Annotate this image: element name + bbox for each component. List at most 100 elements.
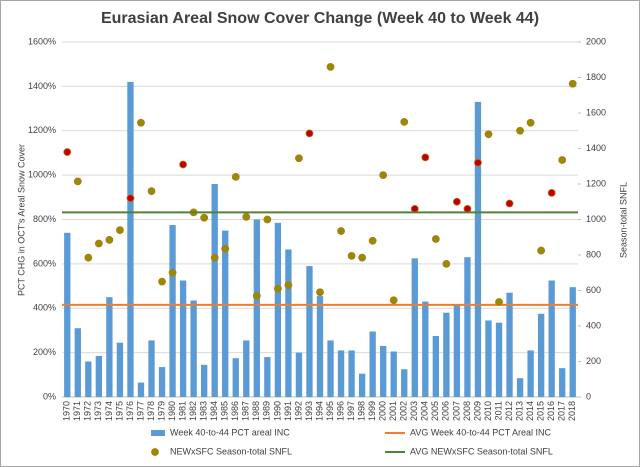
x-tick-label: 2008 <box>462 401 472 421</box>
point <box>126 194 135 203</box>
x-tick-label: 1996 <box>335 401 345 421</box>
y-tick-label: 1400% <box>28 81 56 91</box>
point <box>316 288 324 297</box>
point <box>221 244 230 253</box>
x-tick-label: 1974 <box>104 401 114 421</box>
x-tick-label: 2001 <box>388 401 398 421</box>
bar <box>243 340 250 397</box>
point <box>179 160 188 169</box>
bar <box>432 335 439 397</box>
bar <box>264 357 271 397</box>
point <box>526 118 535 127</box>
y-tick-label: 600% <box>33 258 56 268</box>
point <box>410 204 419 213</box>
x-tick-label: 1985 <box>220 401 230 421</box>
x-tick-label: 1995 <box>325 401 335 421</box>
bar <box>64 232 71 397</box>
point <box>400 117 409 126</box>
bar <box>516 378 524 397</box>
x-tick-label: 2018 <box>567 401 577 421</box>
x-tick-label: 1981 <box>177 401 187 421</box>
point <box>379 171 388 180</box>
x-tick-label: 1993 <box>304 401 314 421</box>
bar <box>95 355 103 397</box>
bar <box>443 312 450 397</box>
y2-axis-label: Season-total SNFL <box>618 182 628 258</box>
legend-label: Week 40-to-44 PCT areal INC <box>170 427 290 437</box>
x-tick-label: 2006 <box>441 401 451 421</box>
x-tick-label: 1987 <box>241 401 251 421</box>
bar <box>232 358 239 397</box>
bar <box>559 368 566 397</box>
x-tick-label: 2007 <box>451 401 461 421</box>
point <box>431 235 440 243</box>
x-tick-label: 1973 <box>93 401 103 421</box>
point <box>73 177 82 186</box>
bar <box>179 280 187 397</box>
bar <box>127 81 134 397</box>
bar <box>390 351 397 397</box>
bar <box>253 219 260 397</box>
bar <box>137 382 145 397</box>
x-tick-label: 1992 <box>293 401 303 421</box>
x-tick-label: 2016 <box>546 401 556 421</box>
legend-label: AVG Week 40-to-44 PCT Areal INC <box>410 427 552 437</box>
point <box>547 188 556 197</box>
bar <box>569 287 576 397</box>
x-tick-label: 1982 <box>188 401 198 421</box>
point <box>537 246 546 255</box>
point <box>273 284 282 293</box>
x-tick-label: 2010 <box>483 401 493 421</box>
bar <box>285 249 292 397</box>
y-tick-label: 1000% <box>28 170 56 180</box>
x-tick-label: 1978 <box>146 401 156 421</box>
point <box>358 253 367 262</box>
bar <box>106 297 113 397</box>
legend-swatch <box>151 430 165 436</box>
bar <box>411 258 418 397</box>
x-tick-label: 1980 <box>167 401 177 421</box>
point <box>210 253 219 262</box>
point <box>168 268 177 277</box>
x-tick-label: 1971 <box>72 401 82 421</box>
x-tick-label: 2005 <box>430 401 440 421</box>
bar <box>316 296 324 397</box>
point <box>158 277 166 286</box>
bar <box>527 350 534 397</box>
point <box>147 187 156 196</box>
bar <box>485 320 492 397</box>
y2-tick-label: 2000 <box>586 36 606 46</box>
bar <box>211 184 218 397</box>
y2-tick-label: 1000 <box>586 214 606 224</box>
point <box>326 62 335 71</box>
point <box>337 227 345 235</box>
bar <box>495 322 503 397</box>
x-tick-label: 2014 <box>525 401 535 421</box>
x-tick-label: 1972 <box>83 401 93 421</box>
point <box>116 226 124 235</box>
x-tick-label: 2002 <box>399 401 409 421</box>
bar <box>74 328 81 397</box>
y2-tick-label: 1600 <box>586 107 606 117</box>
point <box>421 153 430 162</box>
bar <box>358 373 366 397</box>
bar <box>464 257 471 397</box>
legend-swatch <box>151 448 159 456</box>
point <box>252 291 261 300</box>
x-tick-label: 1983 <box>199 401 209 421</box>
point <box>105 236 114 244</box>
x-tick-label: 2004 <box>420 401 430 421</box>
x-tick-label: 1970 <box>62 401 72 421</box>
bar <box>369 331 376 397</box>
y-tick-label: 200% <box>33 347 56 357</box>
x-tick-label: 1977 <box>135 401 145 421</box>
point <box>263 215 272 224</box>
bar <box>337 350 345 397</box>
bar <box>274 222 282 397</box>
bar <box>190 300 197 397</box>
y2-tick-label: 0 <box>586 391 591 401</box>
y2-tick-label: 1400 <box>586 143 606 153</box>
bar <box>506 292 513 397</box>
bar <box>222 230 229 397</box>
point <box>516 126 524 135</box>
